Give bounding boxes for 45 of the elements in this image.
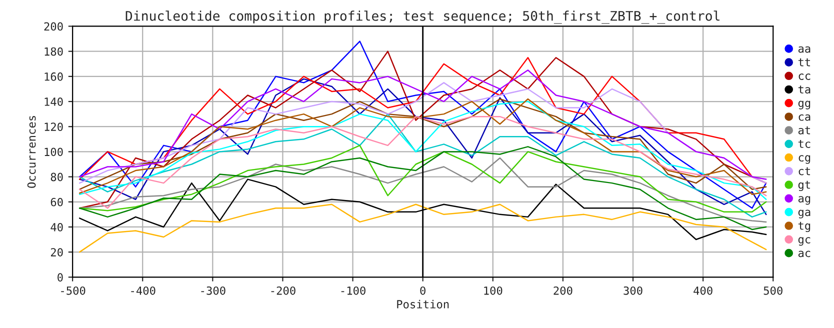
- y-tick-label: 80: [50, 172, 63, 182]
- legend-label: gc: [798, 237, 810, 246]
- y-tick-label: 140: [44, 98, 63, 106]
- legend-label: tt: [798, 58, 810, 66]
- y-tick-label: 20: [50, 248, 63, 256]
- x-axis-title: Position: [397, 300, 449, 308]
- y-tick-label: 100: [44, 148, 63, 156]
- legend-label: aa: [798, 46, 810, 53]
- y-tick-label: 180: [44, 47, 63, 56]
- x-tick-label: 500: [764, 286, 782, 295]
- x-tick-label: -400: [131, 286, 156, 295]
- line-series: [78, 144, 767, 213]
- y-tick-label: 0: [58, 273, 63, 282]
- legend-label: tc: [798, 140, 810, 148]
- x-tick-label: -100: [341, 286, 366, 295]
- legend-label: ga: [798, 210, 810, 218]
- legend-label: gg: [798, 100, 810, 110]
- x-tick-label: 400: [694, 286, 712, 295]
- y-tick-label: 120: [44, 122, 63, 132]
- y-tick-label: 60: [50, 198, 63, 206]
- legend-label: cg: [798, 155, 810, 164]
- x-tick-label: 200: [554, 286, 572, 295]
- y-tick-label: 160: [44, 72, 63, 81]
- legend-label: cc: [798, 74, 810, 80]
- chart-title: Dinucleotide composition profiles; test sequence; 50th_first_ZBTB_+_control: [126, 10, 720, 24]
- x-tick-label: 0: [420, 286, 426, 295]
- legend-label: gt: [798, 180, 810, 192]
- legend-label: ac: [798, 250, 810, 258]
- legend-label: ct: [798, 167, 810, 176]
- legend-label: ag: [798, 196, 810, 205]
- line-series: [78, 146, 767, 230]
- line-series: [78, 78, 767, 216]
- legend-label: ca: [798, 114, 810, 121]
- x-tick-label: -200: [271, 286, 296, 295]
- x-tick-label: 100: [484, 286, 502, 295]
- x-tick-label: -300: [201, 286, 226, 295]
- x-tick-label: -500: [61, 286, 86, 295]
- legend-label: at: [798, 126, 810, 134]
- x-tick-label: 300: [624, 286, 642, 295]
- legend-label: ta: [798, 86, 810, 94]
- y-axis-title: Occurrences: [27, 116, 36, 188]
- line-series: [78, 204, 767, 253]
- y-tick-label: 200: [44, 22, 63, 31]
- y-tick-label: 40: [50, 222, 63, 232]
- legend-label: tg: [798, 222, 810, 232]
